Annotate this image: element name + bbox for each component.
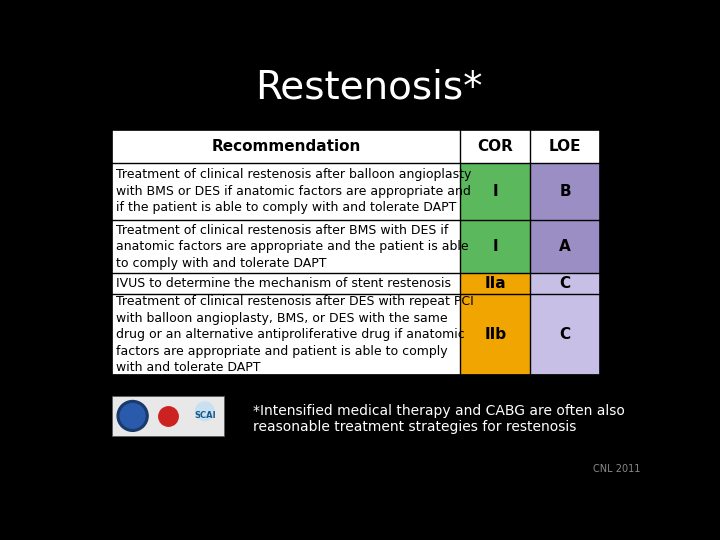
Bar bbox=[530, 220, 600, 273]
Text: Treatment of clinical restenosis after BMS with DES if
anatomic factors are appr: Treatment of clinical restenosis after B… bbox=[117, 224, 469, 269]
Text: I: I bbox=[492, 239, 498, 254]
Text: *Intensified medical therapy and CABG are often also: *Intensified medical therapy and CABG ar… bbox=[253, 404, 625, 418]
Text: Recommendation: Recommendation bbox=[212, 139, 361, 154]
Bar bbox=[461, 273, 530, 294]
Text: Restenosis*: Restenosis* bbox=[256, 69, 482, 107]
Circle shape bbox=[120, 403, 145, 428]
Bar bbox=[112, 273, 461, 294]
Bar bbox=[461, 220, 530, 273]
Bar bbox=[112, 396, 224, 436]
Text: IVUS to determine the mechanism of stent restenosis: IVUS to determine the mechanism of stent… bbox=[117, 277, 451, 290]
Circle shape bbox=[117, 401, 148, 431]
Text: Treatment of clinical restenosis after balloon angioplasty
with BMS or DES if an: Treatment of clinical restenosis after b… bbox=[117, 168, 472, 214]
Text: C: C bbox=[559, 327, 571, 342]
Bar bbox=[112, 294, 461, 375]
Circle shape bbox=[195, 402, 214, 421]
Text: IIa: IIa bbox=[485, 276, 506, 291]
Text: B: B bbox=[559, 184, 571, 199]
Bar bbox=[530, 273, 600, 294]
Bar bbox=[112, 130, 600, 163]
Text: C: C bbox=[559, 276, 571, 291]
Text: reasonable treatment strategies for restenosis: reasonable treatment strategies for rest… bbox=[253, 420, 576, 434]
Text: CNL 2011: CNL 2011 bbox=[593, 464, 640, 475]
Text: SCAI: SCAI bbox=[194, 411, 215, 421]
Text: Treatment of clinical restenosis after DES with repeat PCI
with balloon angiopla: Treatment of clinical restenosis after D… bbox=[117, 295, 474, 374]
Bar bbox=[112, 130, 600, 375]
Text: LOE: LOE bbox=[549, 139, 581, 154]
Bar bbox=[461, 163, 530, 220]
Bar bbox=[530, 294, 600, 375]
Text: IIb: IIb bbox=[485, 327, 506, 342]
Text: A: A bbox=[559, 239, 571, 254]
Text: I: I bbox=[492, 184, 498, 199]
Bar bbox=[461, 294, 530, 375]
Text: COR: COR bbox=[477, 139, 513, 154]
Bar bbox=[530, 163, 600, 220]
Bar bbox=[112, 220, 461, 273]
Bar bbox=[112, 163, 461, 220]
